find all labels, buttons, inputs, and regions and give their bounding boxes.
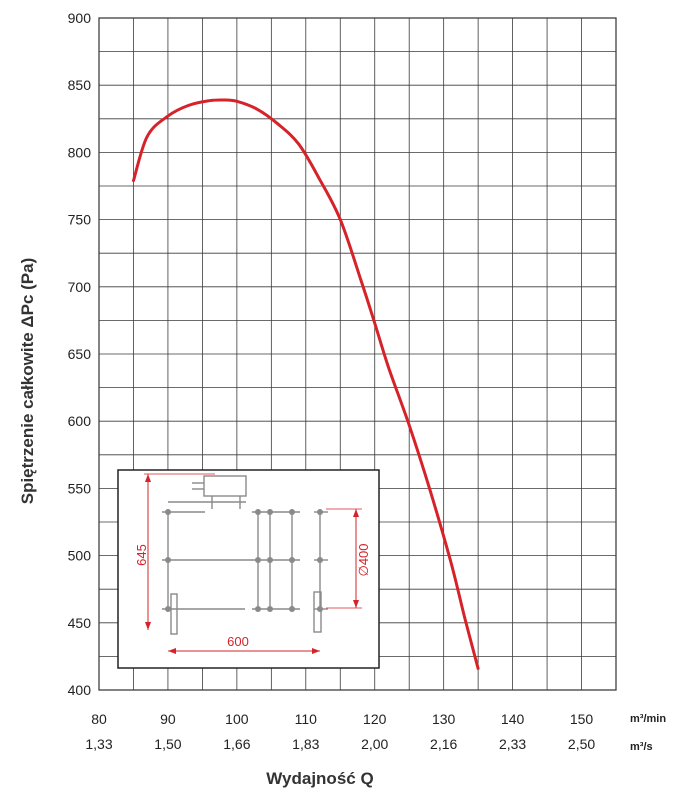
y-tick-label: 700 bbox=[68, 279, 92, 295]
y-tick-label: 900 bbox=[68, 10, 92, 26]
x-axis-title: Wydajność Q bbox=[266, 769, 373, 788]
x-tick-label-secondary: 1,33 bbox=[85, 736, 112, 752]
frame-bolts bbox=[165, 509, 323, 612]
y-tick-label: 500 bbox=[68, 548, 92, 564]
y-tick-label: 850 bbox=[68, 77, 92, 93]
x-tick-label: 120 bbox=[363, 711, 387, 727]
foot-right bbox=[313, 591, 322, 633]
y-tick-label: 450 bbox=[68, 615, 92, 631]
height-dimension-label: 645 bbox=[134, 544, 149, 566]
x-tick-labels-secondary: 1,33 1,50 1,66 1,83 2,00 2,16 2,33 2,50 bbox=[85, 736, 595, 752]
x-tick-label: 140 bbox=[501, 711, 525, 727]
x-tick-label-secondary: 1,66 bbox=[223, 736, 250, 752]
motor-block bbox=[203, 475, 247, 497]
x-tick-label-secondary: 2,50 bbox=[568, 736, 595, 752]
x-tick-label: 110 bbox=[295, 711, 318, 727]
x-tick-label: 100 bbox=[225, 711, 249, 727]
x-tick-labels: 80 90 100 110 120 130 140 150 bbox=[91, 711, 593, 727]
x-tick-label: 80 bbox=[91, 711, 107, 727]
y-axis-title: Spiętrzenie całkowite ΔPc (Pa) bbox=[18, 258, 37, 505]
x-tick-label-secondary: 2,16 bbox=[430, 736, 457, 752]
x-unit-primary: m³/min bbox=[630, 713, 666, 725]
x-tick-label-secondary: 1,50 bbox=[154, 736, 181, 752]
x-tick-label: 130 bbox=[432, 711, 456, 727]
x-tick-label-secondary: 2,00 bbox=[361, 736, 388, 752]
x-tick-label-secondary: 1,83 bbox=[292, 736, 319, 752]
inset-frame bbox=[117, 469, 380, 669]
y-tick-label: 800 bbox=[68, 144, 92, 160]
y-tick-labels: 400 450 500 550 600 650 700 750 800 850 900 bbox=[68, 10, 92, 698]
width-dimension-label: 600 bbox=[227, 634, 249, 649]
foot-left bbox=[170, 593, 178, 635]
y-tick-label: 650 bbox=[68, 346, 92, 362]
x-tick-label-secondary: 2,33 bbox=[499, 736, 526, 752]
performance-curve bbox=[132, 98, 480, 670]
x-tick-label: 90 bbox=[160, 711, 176, 727]
dimension-drawing-inset: 645 600 ∅400 bbox=[117, 469, 380, 669]
y-tick-label: 750 bbox=[68, 212, 92, 228]
y-tick-label: 600 bbox=[68, 413, 92, 429]
x-tick-label: 150 bbox=[570, 711, 594, 727]
y-tick-label: 550 bbox=[68, 480, 92, 496]
y-tick-label: 400 bbox=[68, 682, 92, 698]
diameter-dimension-label: ∅400 bbox=[356, 543, 371, 576]
x-unit-secondary: m³/s bbox=[630, 741, 653, 753]
